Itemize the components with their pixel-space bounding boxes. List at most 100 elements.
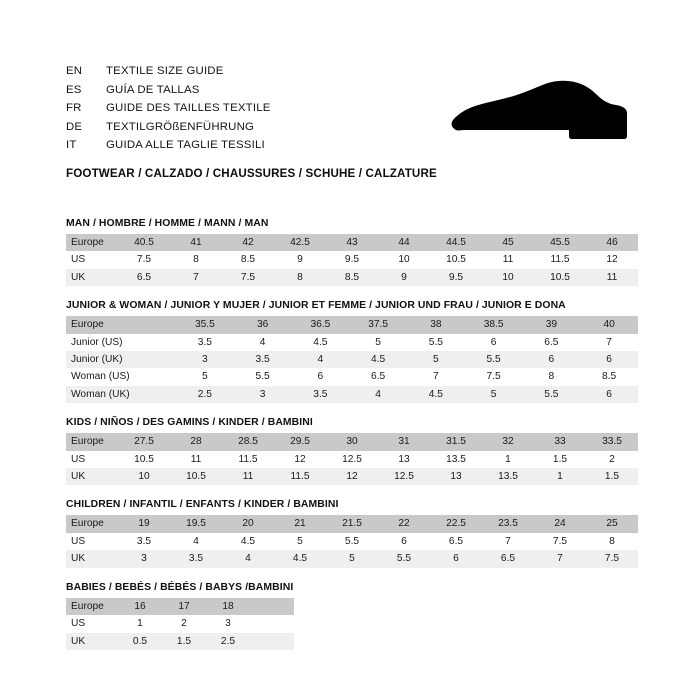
size-cell: 10.5	[534, 268, 586, 287]
size-cell: 7	[534, 550, 586, 568]
size-cell: 6	[378, 532, 430, 551]
section-title: CHILDREN / INFANTIL / ENFANTS / KINDER /…	[66, 499, 339, 511]
size-cell: 3	[206, 615, 250, 633]
row-label: Europe	[66, 597, 118, 616]
size-cell: 42	[222, 234, 274, 252]
size-cell: 1	[482, 450, 534, 469]
size-cell: 7.5	[534, 532, 586, 551]
section-title: KIDS / NIÑOS / DES GAMINS / KINDER / BAM…	[66, 417, 313, 429]
table-row: US 1 2 3	[66, 615, 294, 633]
size-cell: 6.5	[349, 368, 407, 386]
size-cell: 12.5	[378, 468, 430, 486]
size-cell: 5.5	[407, 333, 465, 352]
size-cell: 7.5	[586, 550, 638, 568]
size-tables-container: MAN / HOMBRE / HOMME / MANN / MAN Europe 4…	[66, 218, 638, 650]
size-cell: 19.5	[170, 515, 222, 533]
table-header-row: Europe 35.5 36 36.5 37.5 38 38.5 39 40	[66, 316, 638, 334]
table-row: Woman (US) 5 5.5 6 6.5 7 7.5 8 8.5	[66, 368, 638, 386]
row-label: UK	[66, 268, 118, 287]
size-cell: 5	[274, 532, 326, 551]
size-cell: 6	[580, 385, 638, 404]
size-cell: 1.5	[586, 468, 638, 486]
size-cell: 8	[522, 368, 581, 386]
size-cell: 3.5	[170, 550, 222, 568]
row-label: UK	[66, 550, 118, 568]
size-cell: 9	[274, 251, 326, 269]
size-cell: 11	[222, 468, 274, 486]
size-cell: 4	[222, 550, 274, 568]
table-header-row: Europe 27.5 28 28.5 29.5 30 31 31.5 32 33 33.5	[66, 433, 638, 451]
size-cell: 10.5	[118, 450, 170, 469]
size-section: KIDS / NIÑOS / DES GAMINS / KINDER / BAM…	[66, 403, 638, 486]
size-cell: 11.5	[534, 251, 586, 269]
size-cell: 7	[482, 532, 534, 551]
size-cell: 27.5	[118, 433, 170, 451]
size-cell: 46	[586, 234, 638, 252]
size-cell: 11.5	[274, 468, 326, 486]
size-cell: 11	[170, 450, 222, 469]
size-cell: 3.5	[233, 351, 292, 369]
row-label: US	[66, 615, 118, 633]
size-cell: 25	[586, 515, 638, 533]
size-cell: 8.5	[222, 251, 274, 269]
size-cell: 13	[378, 450, 430, 469]
size-cell: 6	[291, 368, 350, 386]
size-cell: 2	[162, 615, 206, 633]
table-row: US 10.5 11 11.5 12 12.5 13 13.5 1 1.5 2	[66, 450, 638, 469]
size-cell: 11	[586, 268, 638, 287]
size-cell: 23.5	[482, 515, 534, 533]
size-cell: 8.5	[326, 268, 378, 287]
table-header-row: Europe 40.5 41 42 42.5 43 44 44.5 45 45.5 46	[66, 234, 638, 252]
size-cell: 41	[170, 234, 222, 252]
size-cell: 6	[580, 351, 638, 369]
size-cell: 4.5	[349, 351, 407, 369]
size-cell: 4	[170, 532, 222, 551]
size-cell: 9.5	[430, 268, 482, 287]
size-cell: 7.5	[222, 268, 274, 287]
size-cell: 45	[482, 234, 534, 252]
section-title: BABIES / BEBÉS / BÉBÉS / BABYS /BAMBINI	[66, 581, 294, 593]
table-row: UK 10 10.5 11 11.5 12 12.5 13 13.5 1 1.5	[66, 468, 638, 486]
table-header-row: Europe 19 19.5 20 21 21.5 22 22.5 23.5 24 25	[66, 515, 638, 533]
size-cell: 8	[586, 532, 638, 551]
language-row: IT GUIDA ALLE TAGLIE TESSILI	[66, 136, 466, 155]
table-row: Junior (US) 3.5 4 4.5 5 5.5 6 6.5 7	[66, 333, 638, 352]
size-cell: 29.5	[274, 433, 326, 451]
size-cell: 7	[170, 268, 222, 287]
size-cell: 44.5	[430, 234, 482, 252]
size-cell: 18	[206, 597, 250, 616]
row-label: US	[66, 251, 118, 269]
size-cell: 3.5	[291, 385, 350, 404]
size-cell	[250, 632, 294, 650]
size-cell: 10	[118, 468, 170, 486]
size-cell: 1.5	[534, 450, 586, 469]
row-label: US	[66, 532, 118, 551]
language-row: DE TEXTILGRÖßENFÜHRUNG	[66, 118, 466, 137]
language-title: TEXTILE SIZE GUIDE	[106, 65, 224, 77]
language-code: FR	[66, 102, 82, 115]
size-cell: 8	[170, 251, 222, 269]
size-cell: 16	[118, 597, 162, 616]
size-cell: 21.5	[326, 515, 378, 533]
row-label: Junior (UK)	[66, 351, 176, 369]
size-table: Europe 35.5 36 36.5 37.5 38 38.5 39 40 Junior (US…	[66, 316, 638, 404]
section-title: MAN / HOMBRE / HOMME / MANN / MAN	[66, 218, 269, 229]
size-cell	[250, 597, 294, 616]
size-cell: 3	[118, 550, 170, 568]
language-title: GUÍA DE TALLAS	[106, 83, 200, 96]
language-code: ES	[66, 83, 82, 96]
size-cell: 4.5	[291, 333, 350, 352]
size-cell: 12.5	[326, 450, 378, 469]
size-cell: 7	[407, 368, 465, 386]
size-cell: 6.5	[430, 532, 482, 551]
size-cell: 8	[274, 268, 326, 287]
size-cell: 38	[407, 316, 465, 334]
size-cell: 4	[349, 385, 407, 404]
section-title: JUNIOR & WOMAN / JUNIOR Y MUJER / JUNIOR…	[66, 300, 566, 312]
size-cell: 0.5	[118, 632, 162, 650]
size-cell: 2.5	[206, 632, 250, 650]
size-cell: 43	[326, 234, 378, 252]
size-cell: 36.5	[291, 316, 350, 334]
size-cell: 6.5	[482, 550, 534, 568]
size-cell: 22.5	[430, 515, 482, 533]
